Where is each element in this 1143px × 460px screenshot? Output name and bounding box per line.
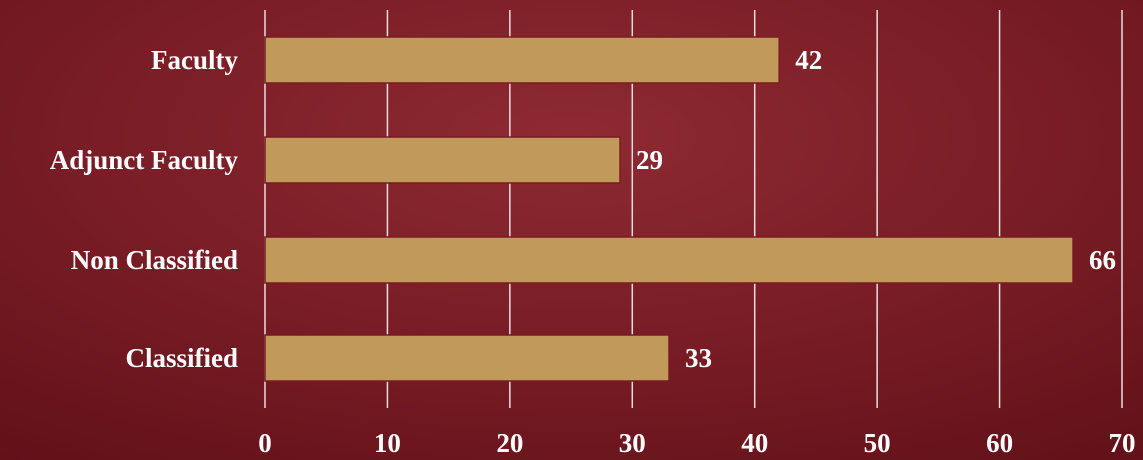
labels: 0 10 20 30 40 50 60 70 Faculty 42 Adjunct Faculty 2… xyxy=(50,45,1136,458)
x-tick-label-30: 30 xyxy=(619,428,646,458)
value-label-faculty: 42 xyxy=(795,45,822,75)
bars xyxy=(264,36,1074,382)
bar-classified xyxy=(264,334,670,382)
value-label-non-classified: 66 xyxy=(1089,245,1116,275)
x-tick-label-60: 60 xyxy=(986,428,1013,458)
bar-adjunct-faculty xyxy=(264,136,621,184)
x-tick-label-40: 40 xyxy=(741,428,768,458)
value-label-adjunct-faculty: 29 xyxy=(636,145,663,175)
bar-non-classified xyxy=(264,236,1074,284)
x-tick-label-10: 10 xyxy=(374,428,401,458)
x-tick-label-20: 20 xyxy=(496,428,523,458)
x-tick-label-70: 70 xyxy=(1109,428,1136,458)
bar-faculty xyxy=(264,36,780,84)
category-label-faculty: Faculty xyxy=(151,45,238,75)
category-label-classified: Classified xyxy=(125,343,238,373)
category-label-adjunct-faculty: Adjunct Faculty xyxy=(50,145,239,175)
x-tick-label-0: 0 xyxy=(258,428,272,458)
category-label-non-classified: Non Classified xyxy=(71,245,238,275)
x-tick-label-50: 50 xyxy=(864,428,891,458)
value-label-classified: 33 xyxy=(685,343,712,373)
